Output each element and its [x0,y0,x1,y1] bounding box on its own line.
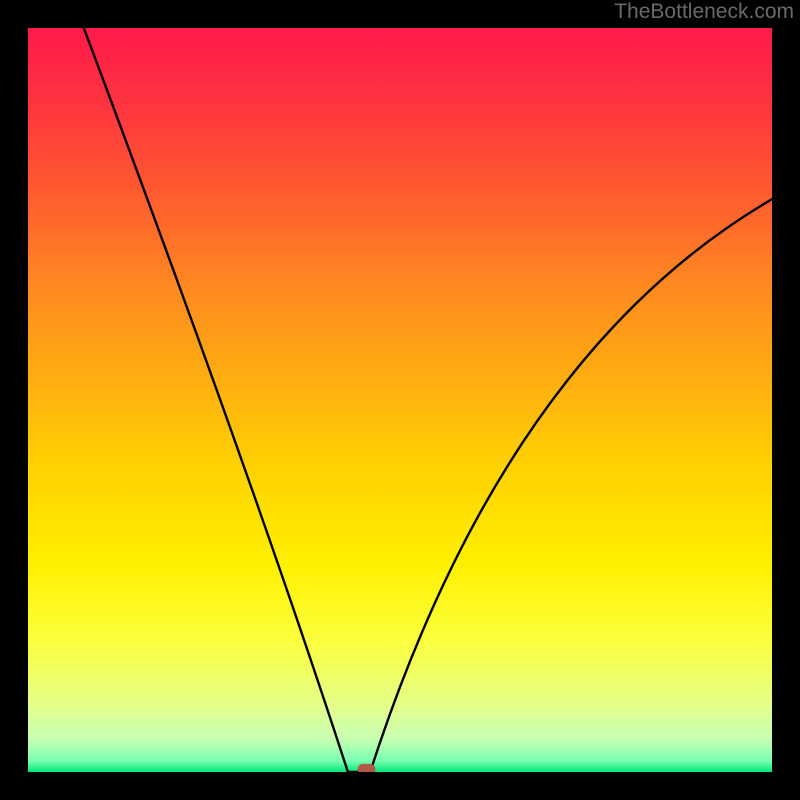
chart-background [28,28,772,772]
optimal-marker [358,764,376,772]
watermark-text: TheBottleneck.com [614,0,794,24]
bottleneck-chart [28,28,772,772]
chart-svg [28,28,772,772]
